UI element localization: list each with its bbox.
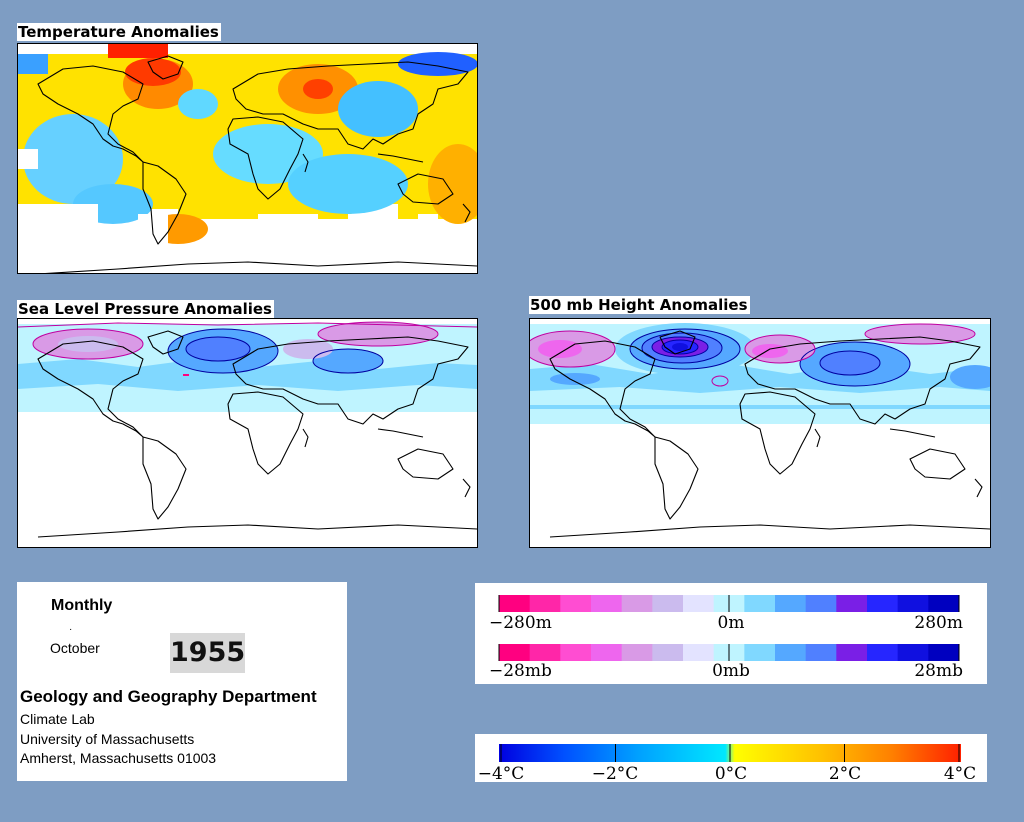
continent-outlines — [549, 330, 990, 538]
temperature-panel-title: Temperature Anomalies — [17, 23, 221, 41]
color-swatch — [560, 595, 592, 612]
color-swatch — [928, 595, 960, 612]
color-swatch — [529, 595, 561, 612]
color-swatch — [744, 595, 776, 612]
color-swatch — [621, 595, 653, 612]
height-anomaly-map — [529, 318, 991, 548]
temp-tick-label: 4°C — [944, 764, 976, 782]
color-swatch — [928, 644, 960, 661]
temp-tick-label: −2°C — [592, 764, 639, 782]
slp-panel-title: Sea Level Pressure Anomalies — [17, 300, 274, 318]
university-name: University of Massachusetts — [20, 731, 195, 747]
color-swatch — [499, 595, 531, 612]
temp-tick-label: 2°C — [829, 764, 861, 782]
color-swatch — [652, 644, 684, 661]
height-contours — [530, 323, 976, 387]
color-swatch — [867, 644, 899, 661]
color-swatch — [591, 644, 623, 661]
color-swatch — [591, 595, 623, 612]
height-legend-zero: 0m — [718, 613, 745, 633]
pressure-legend-zero: 0mb — [712, 661, 750, 681]
height-panel-title: 500 mb Height Anomalies — [529, 296, 750, 314]
temp-tick-label: 0°C — [715, 764, 747, 782]
color-swatch — [621, 644, 653, 661]
year-display: 1955 — [170, 633, 245, 673]
color-swatch — [805, 595, 837, 612]
continent-outlines — [37, 55, 477, 273]
month-marker: · — [69, 624, 73, 635]
height-legend-min: −280m — [489, 613, 552, 633]
temperature-tick-marks — [500, 744, 960, 762]
color-swatch — [897, 595, 929, 612]
temp-tick-label: −4°C — [478, 764, 525, 782]
slp-anomaly-map — [17, 318, 478, 548]
temperature-legend: −4°C −2°C 0°C 2°C 4°C — [475, 734, 987, 782]
color-swatch — [836, 644, 868, 661]
info-box: Monthly · October 1955 Geology and Geogr… — [17, 582, 347, 781]
temperature-anomaly-map — [17, 43, 478, 274]
color-swatch — [867, 595, 899, 612]
color-swatch — [683, 644, 715, 661]
temperature-fill — [18, 44, 477, 273]
period-label: Monthly — [51, 597, 113, 614]
address-line: Amherst, Massachusetts 01003 — [20, 750, 217, 766]
color-swatch — [499, 644, 531, 661]
color-swatch — [683, 595, 715, 612]
height-fill — [530, 323, 990, 424]
slp-contours — [18, 321, 477, 374]
color-swatch — [897, 644, 929, 661]
color-swatch — [836, 595, 868, 612]
height-legend-max: 280m — [914, 613, 963, 633]
color-swatch — [652, 595, 684, 612]
lab-name: Climate Lab — [20, 711, 95, 727]
pressure-legend-min: −28mb — [489, 661, 552, 681]
height-color-bar — [498, 595, 960, 612]
color-swatch — [775, 644, 807, 661]
slp-fill — [18, 322, 477, 412]
color-swatch — [560, 644, 592, 661]
color-swatch — [805, 644, 837, 661]
pressure-legend-max: 28mb — [914, 661, 963, 681]
color-swatch — [529, 644, 561, 661]
pressure-color-bar — [498, 644, 960, 661]
continent-outlines — [37, 330, 477, 538]
month-label: October — [50, 640, 100, 656]
color-swatch — [744, 644, 776, 661]
department-name: Geology and Geography Department — [20, 687, 317, 706]
color-swatch — [775, 595, 807, 612]
anomaly-legend: −280m 0m 280m −28mb 0mb 28mb — [475, 583, 987, 684]
